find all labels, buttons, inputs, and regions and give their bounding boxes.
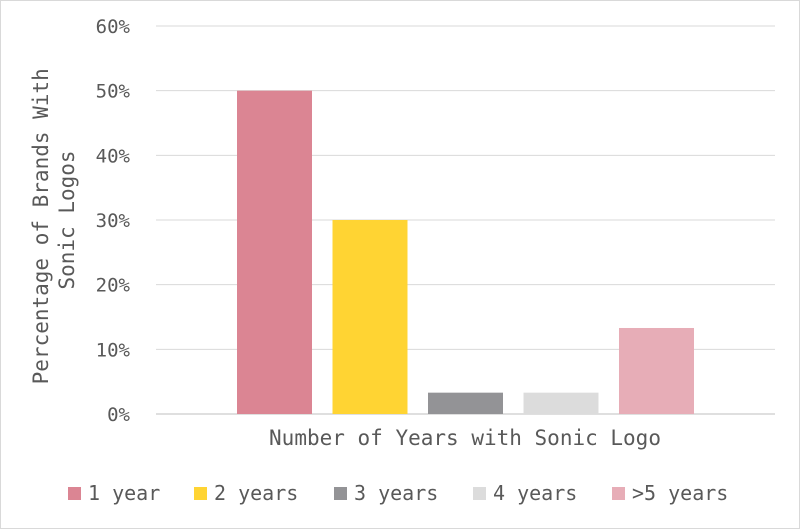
legend-label: 1 year xyxy=(88,481,160,505)
y-tick-label: 0% xyxy=(107,404,130,426)
legend-label: >5 years xyxy=(632,481,728,505)
bar xyxy=(523,392,599,414)
legend-label: 3 years xyxy=(354,481,438,505)
y-tick-label: 60% xyxy=(96,16,131,38)
legend-label: 4 years xyxy=(493,481,577,505)
legend: 1 year 2 years 3 years 4 years >5 years xyxy=(68,481,728,505)
legend-swatch xyxy=(473,487,486,500)
y-axis-ticks: 0% 10% 20% 30% 40% 50% 60% xyxy=(96,16,131,426)
bar xyxy=(332,220,408,414)
bar xyxy=(428,392,503,414)
bars xyxy=(237,90,694,415)
bar xyxy=(237,90,312,415)
legend-swatch xyxy=(612,487,625,500)
bar xyxy=(619,327,694,414)
y-axis-title-line-1: Percentage of Brands With xyxy=(29,68,53,384)
x-axis-title: Number of Years with Sonic Logo xyxy=(269,426,661,450)
y-tick-label: 50% xyxy=(96,81,131,103)
legend-swatch xyxy=(68,487,81,500)
legend-label: 2 years xyxy=(214,481,298,505)
y-tick-label: 20% xyxy=(96,275,131,297)
y-axis-title-line-2: Sonic Logos xyxy=(55,150,79,289)
legend-swatch xyxy=(334,487,347,500)
legend-swatch xyxy=(194,487,207,500)
y-tick-label: 30% xyxy=(96,210,131,232)
y-tick-label: 10% xyxy=(96,339,131,361)
y-tick-label: 40% xyxy=(96,145,131,167)
y-axis-title: Percentage of Brands With Sonic Logos xyxy=(29,56,79,385)
